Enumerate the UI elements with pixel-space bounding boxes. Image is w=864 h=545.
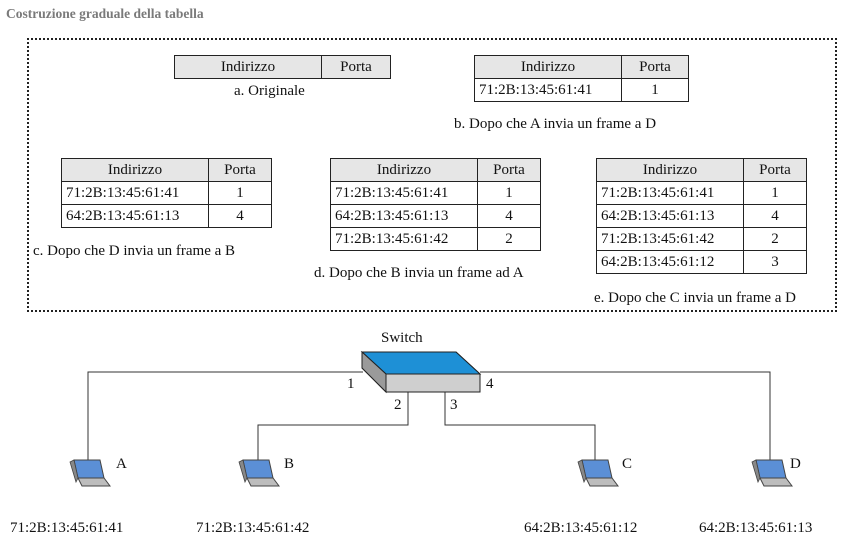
port-label-1: 1 (347, 376, 355, 392)
table-row: 71:2B:13:45:61:41 1 (596, 181, 807, 205)
table-row: 64:2B:13:45:61:12 3 (596, 250, 807, 274)
host-mac-a: 71:2B:13:45:61:41 (10, 520, 124, 536)
mac-table-c: Indirizzo Porta 71:2B:13:45:61:41 1 64:2… (61, 158, 272, 228)
table-row: 64:2B:13:45:61:13 4 (330, 204, 541, 228)
figure-title: Costruzione graduale della tabella (6, 6, 204, 21)
caption-e: e. Dopo che C invia un frame a D (594, 290, 797, 306)
header-address: Indirizzo (61, 158, 209, 182)
port-label-3: 3 (450, 397, 458, 413)
table-row: 71:2B:13:45:61:41 1 (474, 78, 689, 102)
mac-table-a: Indirizzo Porta (174, 55, 391, 79)
host-mac-d: 64:2B:13:45:61:13 (699, 520, 813, 536)
header-address: Indirizzo (596, 158, 744, 182)
mac-table-b: Indirizzo Porta 71:2B:13:45:61:41 1 (474, 55, 689, 102)
table-row: 71:2B:13:45:61:42 2 (330, 227, 541, 251)
header-port: Porta (321, 55, 391, 79)
caption-b: b. Dopo che A invia un frame a D (454, 116, 657, 132)
switch-icon (360, 350, 482, 394)
header-port: Porta (208, 158, 272, 182)
port-label-4: 4 (486, 376, 494, 392)
caption-d: d. Dopo che B invia un frame ad A (314, 265, 524, 281)
switch-label: Switch (381, 330, 423, 346)
table-row: 71:2B:13:45:61:41 1 (61, 181, 272, 205)
table-row: 64:2B:13:45:61:13 4 (61, 204, 272, 228)
caption-c: c. Dopo che D invia un frame a B (33, 243, 236, 259)
laptop-icon-b (238, 459, 280, 487)
port-label-2: 2 (394, 397, 402, 413)
header-port: Porta (743, 158, 807, 182)
host-name-a: A (116, 456, 127, 472)
caption-a: a. Originale (234, 83, 305, 99)
host-mac-b: 71:2B:13:45:61:42 (196, 520, 310, 536)
mac-table-d: Indirizzo Porta 71:2B:13:45:61:41 1 64:2… (330, 158, 541, 251)
host-name-b: B (284, 456, 295, 472)
laptop-icon-d (751, 459, 793, 487)
host-mac-c: 64:2B:13:45:61:12 (524, 520, 638, 536)
tables-frame (27, 38, 837, 312)
header-address: Indirizzo (330, 158, 478, 182)
host-name-d: D (790, 456, 801, 472)
table-row: 64:2B:13:45:61:13 4 (596, 204, 807, 228)
header-address: Indirizzo (474, 55, 622, 79)
mac-table-e: Indirizzo Porta 71:2B:13:45:61:41 1 64:2… (596, 158, 807, 274)
host-name-c: C (622, 456, 633, 472)
cable-port-2 (257, 392, 409, 462)
cable-port-3 (444, 392, 596, 462)
laptop-icon-c (577, 459, 619, 487)
table-row: 71:2B:13:45:61:42 2 (596, 227, 807, 251)
laptop-icon-a (69, 459, 111, 487)
cable-port-4 (480, 371, 771, 462)
header-port: Porta (477, 158, 541, 182)
cable-port-1 (87, 371, 363, 462)
table-row: 71:2B:13:45:61:41 1 (330, 181, 541, 205)
